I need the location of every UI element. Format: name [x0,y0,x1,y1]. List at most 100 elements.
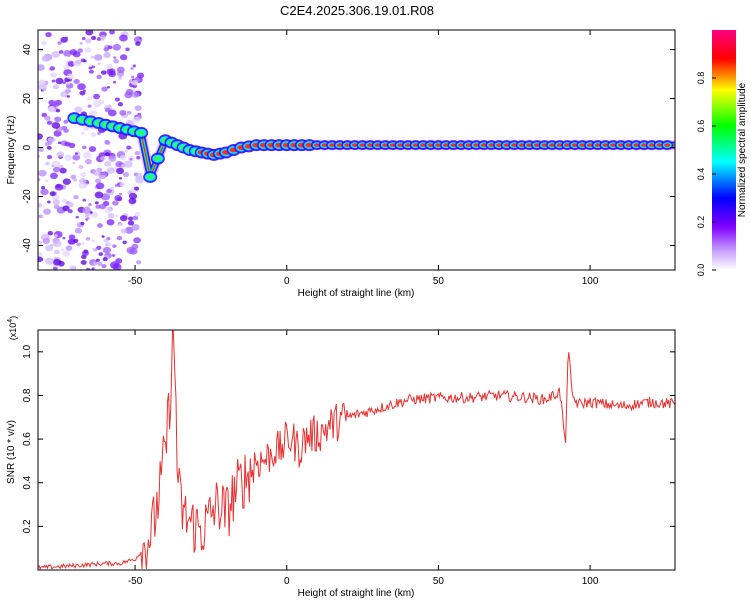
spectrogram-noise-blob [88,66,93,70]
spectrogram-noise-blob [79,166,84,169]
colorbar-gradient [712,30,736,270]
spectrogram-noise-blob [112,80,117,84]
spectrogram-noise-blob [79,42,83,45]
spectrogram-noise-blob [97,261,103,266]
spectrogram-noise-blob [92,100,102,108]
spectrogram-noise-blob [65,245,73,251]
spectrogram-blob-peak [518,143,525,147]
snr-x-tick-label: 50 [433,576,445,587]
spectrogram-noise-blob [70,174,77,180]
spectrogram-noise-blob [40,185,46,190]
spectrogram-noise-blob [135,176,144,184]
spectrogram-noise-blob [64,88,71,94]
spectrogram-noise-blob [91,247,96,251]
spectrogram-noise-blob [62,250,71,257]
snr-x-tick-label: 100 [582,576,599,587]
spectrogram-noise-blob [85,267,91,270]
spectrogram-noise-blob [74,106,83,113]
spectrogram-noise-blob [107,213,115,219]
spectrogram-blob-peak [610,143,617,147]
spectrogram-y-tick-label: 20 [22,93,33,105]
spectrogram-y-tick-label: -20 [22,189,33,204]
spectrogram-noise-blob [38,169,47,177]
spectrogram-noise-blob [45,257,54,265]
spectrogram-noise-blob [104,207,112,214]
spectrogram-noise-blob [126,145,132,150]
spectrogram-blob-peak [397,143,404,147]
spectrogram-noise-blob [96,245,102,251]
spectrogram-noise-blob [67,209,73,214]
spectrogram-noise-blob [83,151,92,159]
spectrogram-noise-blob [120,228,128,234]
spectrogram-noise-blob [91,267,95,270]
spectrogram-noise-blob [85,38,92,44]
spectrogram-noise-blob [112,244,117,248]
spectrogram-noise-blob [82,89,87,93]
spectrogram-noise-blob [102,257,108,262]
spectrogram-noise-blob [67,61,75,67]
spectrogram-blob-peak [405,143,412,147]
spectrogram-blob-peak [412,143,419,147]
spectrogram-noise-blob [127,191,131,194]
spectrogram-noise-blob [44,115,51,121]
spectrogram-x-ticks: -50 0 50 100 [128,30,599,287]
spectrogram-noise-blob [101,235,105,238]
snr-x-tick-label: -50 [128,576,143,587]
spectrogram-blob-peak [344,143,351,147]
spectrogram-x-tick-label: 0 [284,276,290,287]
spectrogram-noise-blob [124,226,134,234]
snr-marks [38,330,675,570]
snr-y-tick-label: 0.8 [22,388,33,402]
spectrogram-noise-blob [47,137,54,142]
spectrogram-blob-peak [511,143,518,147]
snr-x-label: Height of straight line (km) [298,588,415,599]
spectrogram-blob-peak [389,143,396,147]
spectrogram-noise-blob [98,203,106,210]
spectrogram-noise-blob [87,104,92,108]
snr-y-ticks: 0.2 0.4 0.6 0.8 1.0 [22,344,675,533]
spectrogram-noise-blob [122,171,130,178]
spectrogram-frame [37,29,676,271]
spectrogram-blob-peak [579,143,586,147]
spectrogram-noise-blob [88,69,94,74]
spectrogram-noise-blob [108,71,116,78]
spectrogram-noise-blob [51,160,61,168]
snr-y-scale-label: (x104) [7,316,18,340]
spectrogram-noise-blob [91,239,95,243]
spectrogram-noise-blob [96,37,102,41]
snr-series-line [38,330,675,570]
spectrogram-noise-blob [100,70,107,75]
spectrogram-blob-peak [153,156,162,161]
spectrogram-x-tick-label: -50 [128,276,143,287]
spectrogram-noise-blob [51,100,61,107]
spectrogram-noise-blob [130,67,134,70]
spectrogram-noise-blob [106,86,110,89]
spectrogram-blob-peak [656,143,663,147]
spectrogram-noise-blob [53,234,58,238]
spectrogram-blob-peak [496,143,503,147]
spectrogram-noise-blob [132,215,139,221]
spectrogram-noise-blob [45,32,52,38]
spectrogram-noise-blob [104,140,111,146]
spectrogram-noise-blob [38,256,44,263]
spectrogram-noise-blob [68,142,76,149]
spectrogram-blob-peak [526,143,533,147]
spectrogram-noise-blob [119,182,126,188]
spectrogram-noise-blob [90,211,99,218]
spectrogram-blob-peak [382,143,389,147]
spectrogram-noise-blob [58,50,64,54]
spectrogram-noise-blob [111,254,116,257]
spectrogram-noise-blob [114,97,120,102]
spectrogram-noise-blob [75,59,82,65]
snr-y-tick-label: 1.0 [22,344,33,358]
spectrogram-noise-blob [114,195,122,202]
spectrogram-blob-peak [587,143,594,147]
spectrogram-blob-peak [314,143,321,147]
spectrogram-blob-peak [617,143,624,147]
spectrogram-noise-blob [60,248,65,252]
spectrogram-noise-blob [78,182,87,189]
spectrogram-noise-blob [122,240,127,245]
spectrogram-panel: -50 0 50 100 -40 -20 0 20 40 Height of straight… [6,29,676,299]
spectrogram-noise-blob [85,30,94,36]
spectrogram-noise-blob [84,47,92,54]
